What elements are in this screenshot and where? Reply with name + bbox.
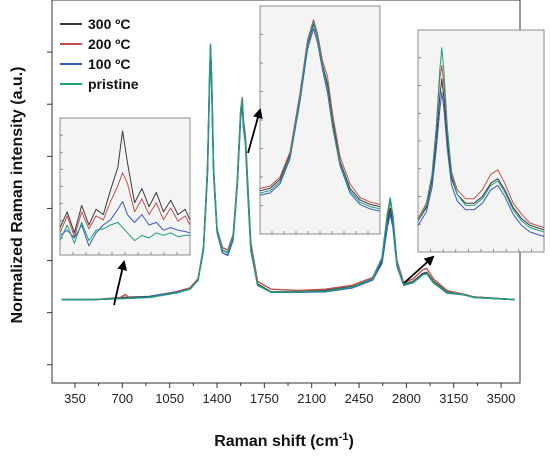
inset-series-line-0 [59,130,191,234]
arrow-g-band-inset [247,108,263,154]
y-axis-ticks [47,51,52,366]
series-line-3 [61,43,515,301]
inset-series-line-3 [259,21,381,210]
inset-series-line-1 [259,19,381,205]
x-tick-label: 2100 [297,391,326,406]
x-axis-title: Raman shift (cm-1) [214,431,354,450]
inset-series-line-2 [417,91,545,237]
x-tick-label: 2450 [345,391,374,406]
inset-series-line-2 [59,201,191,247]
annotation-arrows [113,108,435,306]
x-tick-label: 700 [111,391,133,406]
inset-frame [417,29,545,253]
arrow-2d-band-inset [403,255,435,284]
main-series-group [61,43,515,301]
legend: 300 ºC 200 ºC 100 ºC pristine [60,16,139,92]
inset-low-shift [59,117,191,256]
inset-frame [259,5,381,235]
inset-series-line-0 [417,78,545,231]
insets-group [59,5,545,256]
legend-label: 300 ºC [88,16,130,32]
x-tick-label: 3500 [487,391,516,406]
x-axis-title-tail: ) [348,433,353,450]
legend-label: pristine [88,76,139,92]
x-tick-label: 1050 [155,391,184,406]
x-tick-label: 1400 [203,391,232,406]
inset-series-line-3 [59,221,190,244]
legend-label: 100 ºC [88,56,130,72]
x-axis-title-sup: -1 [339,431,349,443]
x-tick-label: 3150 [439,391,468,406]
inset-2d-band [417,29,545,253]
inset-series-line-1 [59,172,191,238]
inset-frame [59,117,191,256]
x-tick-label: 1750 [250,391,279,406]
inset-g-band [259,5,381,235]
x-tick-label: 2800 [392,391,421,406]
x-axis-ticks: 350 700 1050 1400 1750 2100 2450 2800 3150 3500 [64,383,516,406]
y-axis-title: Normalized Raman intensity (a.u.) [9,67,26,324]
arrow-low-shift-inset [113,260,128,306]
x-axis-title-main: Raman shift (cm [214,433,338,450]
legend-label: 200 ºC [88,36,130,52]
x-tick-label: 350 [64,391,86,406]
inset-series-line-3 [417,47,545,233]
inset-series-line-2 [259,28,381,212]
